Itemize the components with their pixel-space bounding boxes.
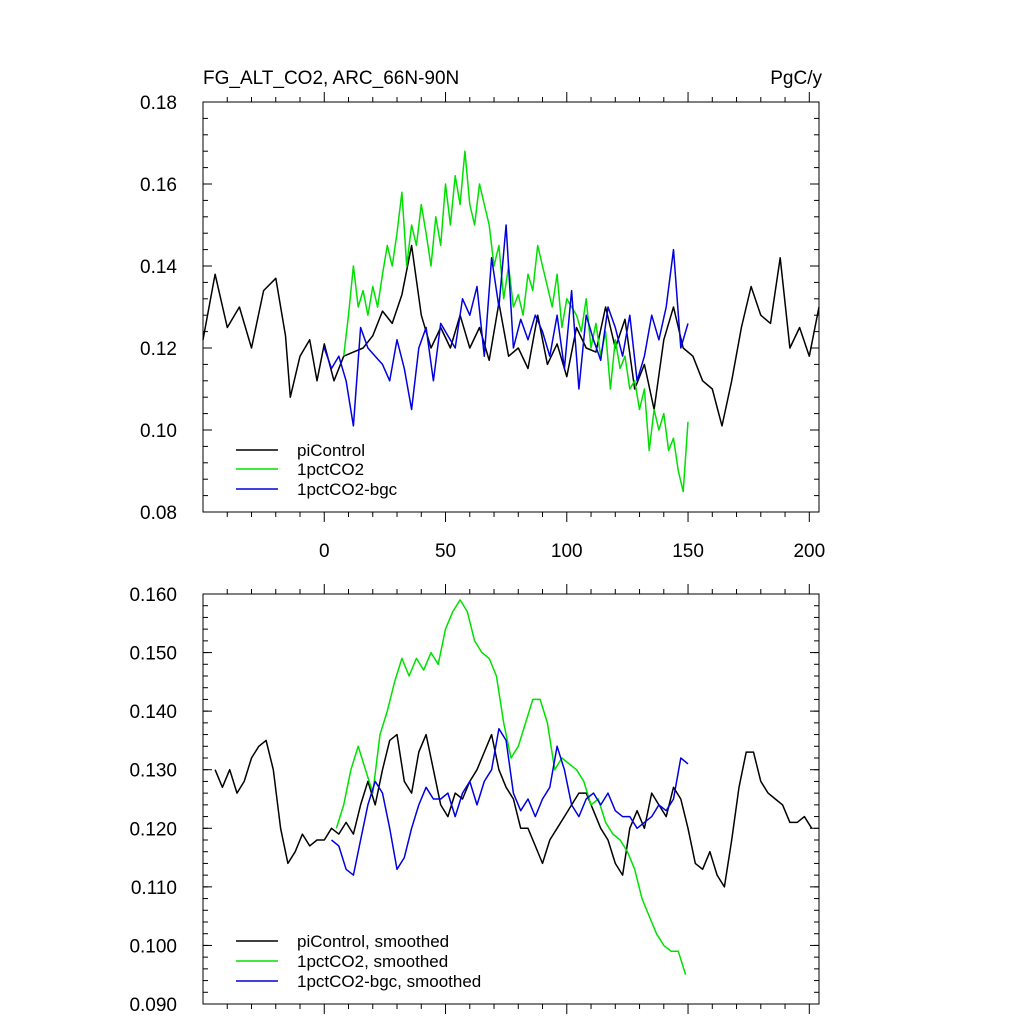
- top-series-group: [202, 150, 820, 493]
- x-tick-label: 100: [551, 541, 583, 562]
- y-tick-label: 0.160: [129, 585, 177, 606]
- legend-label-1pctco2-bgc-smoothed: 1pctCO2-bgc, smoothed: [297, 972, 481, 991]
- x-tick-label: 200: [793, 541, 825, 562]
- top-panel: FG_ALT_CO2, ARC_66N-90N PgC/y 0.080.100.…: [140, 68, 825, 562]
- x-tick-label: 0: [319, 541, 330, 562]
- y-tick-label: 0.140: [129, 702, 177, 723]
- y-tick-label: 0.12: [140, 339, 177, 360]
- y-tick-label: 0.130: [129, 761, 177, 782]
- legend-label-1pctco2: 1pctCO2: [297, 460, 364, 479]
- bottom-panel: 0.090 0.100 0.110 0.120 0.130 0.140 0.150 0.160…: [129, 584, 820, 1016]
- y-tick-label: 0.150: [129, 644, 177, 665]
- y-tick-label: 0.14: [140, 257, 177, 278]
- bottom-plot-frame: [202, 593, 820, 1005]
- legend-label-1pctco2-smoothed: 1pctCO2, smoothed: [297, 952, 448, 971]
- series-line-1pctco2-smoothed: [335, 599, 687, 975]
- y-tick-label: 0.090: [129, 995, 177, 1016]
- bottom-series-group: [214, 599, 813, 975]
- x-tick-label: 50: [435, 541, 456, 562]
- y-tick-label: 0.08: [140, 503, 177, 524]
- y-tick-label: 0.10: [140, 421, 177, 442]
- y-tick-label: 0.120: [129, 819, 177, 840]
- legend-label-1pctco2-bgc: 1pctCO2-bgc: [297, 480, 398, 499]
- top-axis-ticks: [203, 92, 819, 522]
- top-y-tick-labels: 0.08 0.10 0.12 0.14 0.16 0.18: [140, 93, 177, 524]
- x-tick-label: 150: [672, 541, 704, 562]
- series-line-1pctco2-bgc: [323, 224, 689, 427]
- top-x-tick-labels: 0 50 100 150 200: [319, 541, 825, 562]
- bottom-axis-ticks: [203, 584, 819, 1014]
- top-panel-units: PgC/y: [770, 68, 822, 89]
- y-tick-label: 0.16: [140, 175, 177, 196]
- top-panel-title: FG_ALT_CO2, ARC_66N-90N: [203, 68, 459, 89]
- y-tick-label: 0.18: [140, 93, 177, 114]
- y-tick-label: 0.100: [129, 936, 177, 957]
- series-line-1pctco2: [342, 150, 689, 493]
- bottom-legend: piControl, smoothed 1pctCO2, smoothed 1p…: [236, 932, 481, 991]
- bottom-y-tick-labels: 0.090 0.100 0.110 0.120 0.130 0.140 0.150 0.160: [129, 585, 177, 1016]
- series-line-picontrol-smoothed: [214, 733, 813, 888]
- top-legend: piControl 1pctCO2 1pctCO2-bgc: [236, 441, 398, 499]
- legend-label-picontrol: piControl: [297, 441, 365, 460]
- legend-label-picontrol-smoothed: piControl, smoothed: [297, 932, 449, 951]
- series-line-1pctco2-bgc-smoothed: [331, 727, 689, 876]
- series-line-picontrol: [202, 244, 820, 427]
- y-tick-label: 0.110: [131, 878, 177, 899]
